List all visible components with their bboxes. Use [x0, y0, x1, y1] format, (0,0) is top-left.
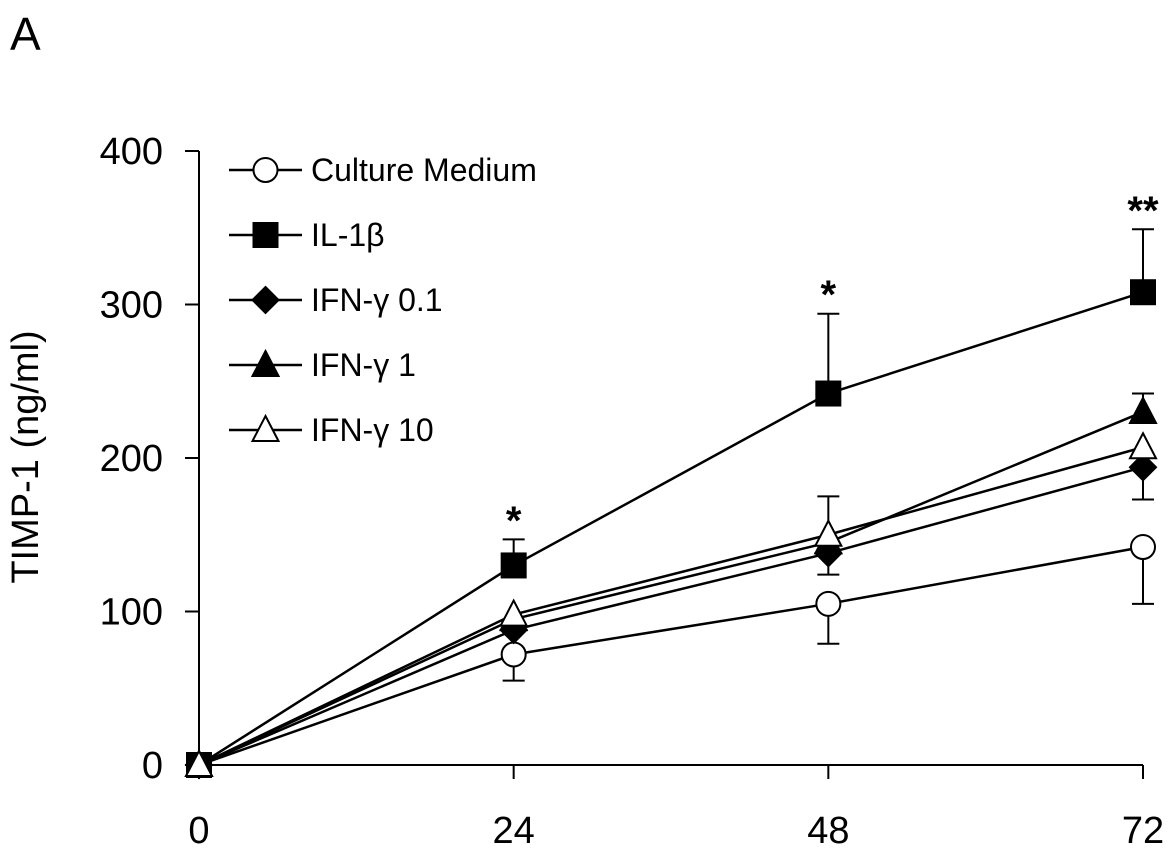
legend-item: IFN-γ 1	[229, 347, 416, 383]
legend-label: IL-1β	[311, 217, 385, 253]
axes: 0 100 200 300 400 0 24 48 72	[100, 131, 1165, 849]
x-tick-label: 72	[1122, 810, 1164, 849]
x-tick-label: 48	[807, 810, 849, 849]
y-axis-label: TIMP-1 (ng/ml)	[5, 330, 47, 583]
legend-item: IFN-γ 0.1	[229, 282, 443, 318]
legend-label: IFN-γ 1	[311, 347, 416, 383]
series-line-4	[198, 446, 1144, 767]
y-tick-label: 100	[100, 592, 163, 634]
data-point	[1128, 395, 1158, 424]
series-line-1	[198, 291, 1144, 767]
y-tick-label: 400	[100, 131, 163, 173]
plot-area	[184, 228, 1158, 780]
data-point	[184, 748, 214, 777]
x-tick-label: 24	[493, 810, 535, 849]
x-tick-label: 0	[188, 810, 209, 849]
data-point	[813, 518, 843, 547]
legend-marker	[251, 285, 280, 315]
series-line-2	[198, 466, 1144, 767]
significance-marker: *	[821, 273, 837, 317]
data-point	[499, 598, 529, 627]
significance-marker: *	[506, 499, 522, 543]
legend-item: IL-1β	[229, 217, 385, 253]
legend-marker	[252, 157, 279, 183]
series-line-3	[198, 410, 1144, 767]
data-point	[500, 641, 527, 668]
legend-marker	[252, 222, 279, 248]
data-point	[815, 590, 842, 617]
series-markers	[184, 279, 1158, 780]
significance-annotations: ****	[506, 189, 1159, 543]
legend: Culture Medium IL-1β IFN-γ 0.1 IFN-γ 1 IFN-γ…	[229, 152, 537, 448]
legend-label: IFN-γ 10	[311, 412, 434, 448]
y-tick-label: 200	[100, 438, 163, 480]
data-point	[1128, 452, 1158, 482]
y-tick-label: 300	[100, 285, 163, 327]
data-point	[815, 380, 842, 407]
legend-item: IFN-γ 10	[229, 412, 434, 448]
legend-marker	[250, 348, 281, 377]
data-point	[1130, 534, 1156, 561]
legend-label: IFN-γ 0.1	[311, 282, 443, 318]
data-point	[1130, 279, 1156, 306]
data-point	[1128, 431, 1158, 460]
legend-marker	[250, 413, 281, 442]
panel-label: A	[10, 8, 41, 60]
data-point	[500, 552, 527, 579]
series-lines	[198, 291, 1144, 767]
series-line-0	[198, 545, 1144, 767]
legend-item: Culture Medium	[229, 152, 537, 188]
y-tick-label: 0	[142, 745, 163, 787]
significance-marker: **	[1127, 189, 1159, 233]
legend-label: Culture Medium	[311, 152, 537, 188]
